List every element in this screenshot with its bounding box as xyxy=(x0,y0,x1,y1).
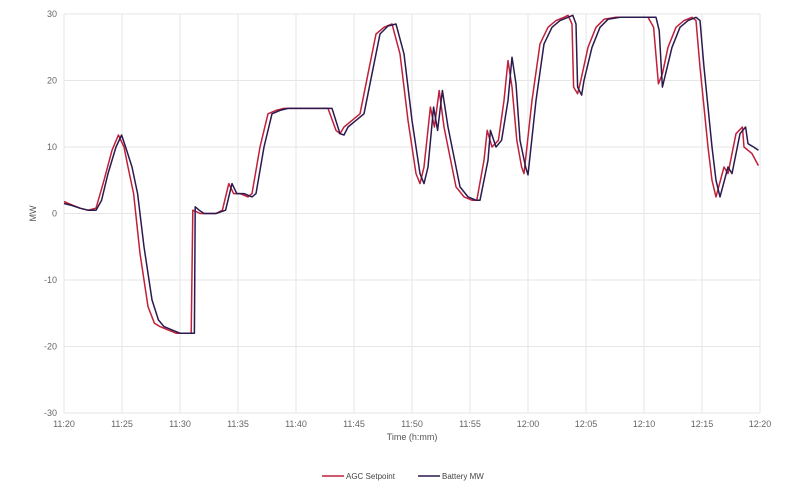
x-tick-label: 11:55 xyxy=(459,419,481,429)
y-tick-label: 0 xyxy=(52,209,57,219)
x-tick-label: 12:15 xyxy=(691,419,714,429)
x-tick-label: 12:20 xyxy=(749,419,772,429)
legend-label[interactable]: AGC Setpoint xyxy=(346,472,396,481)
y-tick-label: 30 xyxy=(47,9,57,19)
series-line-agc-setpoint xyxy=(63,14,760,334)
x-tick-label: 11:25 xyxy=(111,419,133,429)
x-tick-label: 11:30 xyxy=(169,419,191,429)
x-tick-label: 11:40 xyxy=(285,419,307,429)
grid xyxy=(63,13,761,414)
y-tick-label: -20 xyxy=(44,342,57,352)
x-tick-label: 12:05 xyxy=(575,419,598,429)
x-tick-label: 11:35 xyxy=(227,419,249,429)
x-tick-label: 11:45 xyxy=(343,419,365,429)
y-tick-label: 20 xyxy=(47,76,57,86)
x-tick-label: 12:00 xyxy=(517,419,540,429)
x-tick-label: 12:10 xyxy=(633,419,656,429)
x-tick-label: 11:20 xyxy=(53,419,75,429)
legend: AGC Setpoint Battery MW xyxy=(322,472,484,481)
series-line-battery-mw xyxy=(63,14,759,334)
series-lines xyxy=(63,14,760,334)
x-tick-label: 11:50 xyxy=(401,419,423,429)
y-tick-label: -10 xyxy=(44,275,57,285)
y-axis-label: MW xyxy=(28,205,38,221)
y-tick-label: 10 xyxy=(47,142,57,152)
y-tick-label: -30 xyxy=(44,408,57,418)
x-axis-ticks: 11:20 11:25 11:30 11:35 11:40 11:45 11:50 11:55… xyxy=(53,419,771,429)
x-axis-label: Time (h:mm) xyxy=(387,432,438,442)
legend-label[interactable]: Battery MW xyxy=(442,472,484,481)
y-axis-ticks: 30 20 10 0 -10 -20 -30 xyxy=(44,9,57,418)
